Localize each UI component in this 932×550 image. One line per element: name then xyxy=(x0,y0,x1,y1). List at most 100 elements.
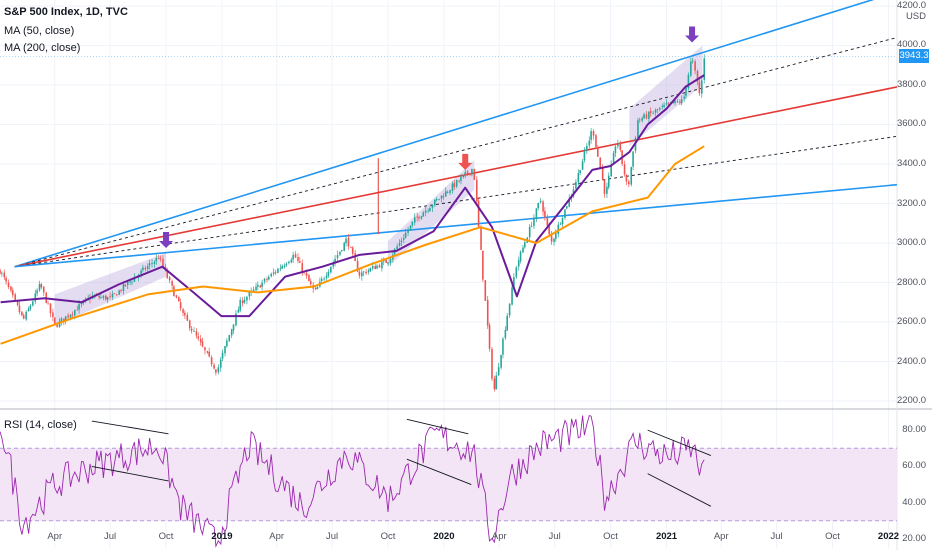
rsi-tick-label: 20.00 xyxy=(902,532,926,544)
candle-body xyxy=(595,135,597,147)
red-trendline xyxy=(14,86,898,268)
candle-body xyxy=(175,295,178,298)
candle-body xyxy=(193,331,195,332)
candle-body xyxy=(314,288,317,290)
candle-body xyxy=(628,181,630,185)
candle-body xyxy=(535,208,538,219)
candle-body xyxy=(25,311,27,320)
candle-body xyxy=(266,278,268,280)
candle-body xyxy=(267,276,270,280)
candle-body xyxy=(438,198,440,200)
candle-body xyxy=(667,102,670,104)
candle-body xyxy=(427,210,429,212)
candle-body xyxy=(462,174,465,178)
candle-body xyxy=(288,261,290,264)
candle-body xyxy=(98,295,100,298)
candle-body xyxy=(592,131,595,136)
ma200-line xyxy=(0,145,705,345)
candle-body xyxy=(698,82,701,94)
candle-body xyxy=(151,263,153,264)
candle-body xyxy=(179,302,182,309)
candle-body xyxy=(246,296,248,301)
time-tick-label: Oct xyxy=(380,531,396,542)
candle-body xyxy=(610,163,612,177)
candle-body xyxy=(528,226,531,238)
candle-body xyxy=(583,150,586,161)
candle-body xyxy=(325,275,328,279)
ma200-legend: MA (200, close) xyxy=(4,42,81,54)
price-tick-label: 3400.0 xyxy=(896,157,926,169)
candle-body xyxy=(146,266,149,269)
candle-body xyxy=(581,161,584,170)
candle-body xyxy=(131,281,133,283)
candle-body xyxy=(124,284,127,287)
candle-body xyxy=(533,217,535,227)
candle-body xyxy=(442,196,445,198)
candle-body xyxy=(643,114,645,119)
candle-body xyxy=(38,283,41,291)
candle-body xyxy=(340,250,343,252)
candle-body xyxy=(424,210,427,213)
candle-body xyxy=(241,300,244,304)
candle-body xyxy=(530,225,533,227)
candle-body xyxy=(614,146,617,154)
candle-body xyxy=(299,261,301,263)
candle-body xyxy=(347,237,350,247)
candle-body xyxy=(617,143,619,147)
candle-body xyxy=(327,271,330,277)
candle-body xyxy=(596,147,599,157)
candle-body xyxy=(546,217,549,226)
candle-body xyxy=(113,293,116,294)
candle-body xyxy=(387,262,389,264)
candle-body xyxy=(404,232,407,238)
candle-body xyxy=(362,271,365,273)
candle-body xyxy=(274,272,277,274)
rsi-divergence-line xyxy=(647,473,712,507)
candle-body xyxy=(109,296,111,298)
candle-body xyxy=(255,286,257,291)
candle-body xyxy=(632,151,634,167)
candle-body xyxy=(382,260,385,262)
candle-body xyxy=(78,304,80,310)
sell-arrow-icon xyxy=(685,26,700,43)
candle-body xyxy=(29,305,32,310)
candle-body xyxy=(586,145,588,151)
candle-body xyxy=(323,278,325,280)
candle-body xyxy=(235,313,237,326)
candle-body xyxy=(16,300,19,306)
candle-body xyxy=(453,182,456,187)
candle-body xyxy=(22,315,25,319)
candle-body xyxy=(148,263,151,266)
candle-body xyxy=(277,268,279,273)
candle-body xyxy=(243,300,246,303)
candle-body xyxy=(396,246,398,250)
candle-body xyxy=(120,290,122,291)
candle-body xyxy=(659,108,661,110)
candle-body xyxy=(49,303,52,314)
candle-body xyxy=(703,58,706,80)
candle-body xyxy=(506,315,508,331)
candle-body xyxy=(469,173,471,175)
candle-body xyxy=(102,296,105,298)
candle-body xyxy=(71,314,74,316)
candle-body xyxy=(252,289,255,292)
candle-body xyxy=(332,262,335,267)
candle-body xyxy=(153,261,156,265)
candle-body xyxy=(248,292,251,297)
candle-body xyxy=(58,321,61,327)
candle-body xyxy=(129,281,131,283)
time-tick-label: 2021 xyxy=(655,531,678,542)
rsi-tick-label: 80.00 xyxy=(902,424,926,436)
rsi-divergence-line xyxy=(647,429,712,456)
candle-body xyxy=(542,201,544,212)
candle-body xyxy=(413,217,416,223)
candle-body xyxy=(204,347,206,351)
candle-body xyxy=(215,369,217,373)
candle-body xyxy=(350,247,352,249)
time-tick-label: Jul xyxy=(325,531,339,542)
price-tick-label: 2400.0 xyxy=(896,355,926,367)
candle-body xyxy=(14,294,17,300)
price-tick-label: 4000.0 xyxy=(896,39,926,51)
candle-body xyxy=(661,106,664,108)
candle-body xyxy=(460,177,462,181)
